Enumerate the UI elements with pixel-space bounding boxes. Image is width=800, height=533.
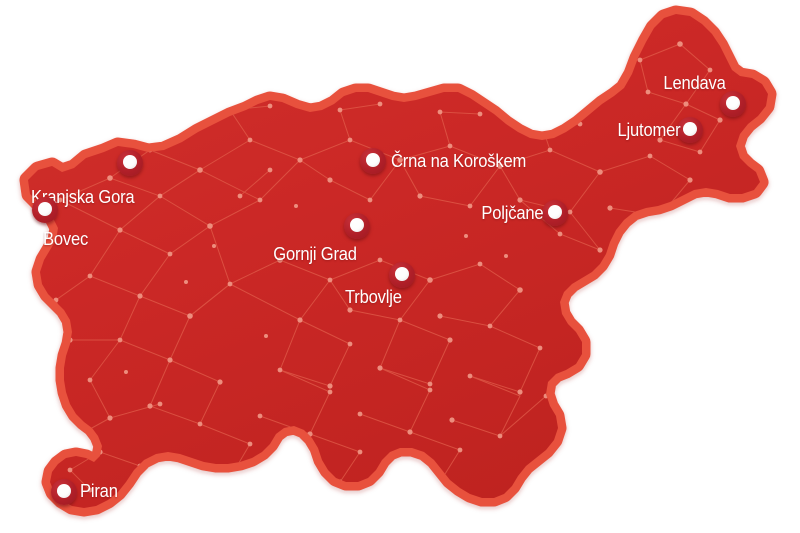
city-marker-gornji-grad[interactable] — [344, 213, 370, 239]
marker-dot-icon — [548, 205, 562, 219]
city-marker-piran[interactable] — [51, 479, 77, 505]
marker-dot-icon — [350, 218, 364, 232]
marker-dot-icon — [726, 96, 740, 110]
city-marker-ljutomer[interactable] — [677, 117, 703, 143]
network-lines — [55, 43, 721, 491]
city-marker-kranjska-gora[interactable] — [117, 150, 143, 176]
marker-dot-icon — [366, 153, 380, 167]
city-marker-bovec[interactable] — [32, 197, 58, 223]
country-outline-group — [19, 5, 777, 517]
marker-dot-icon — [395, 267, 409, 281]
city-marker-lendava[interactable] — [720, 91, 746, 117]
country-land-fill — [28, 14, 768, 508]
city-marker-poljčane[interactable] — [542, 200, 568, 226]
marker-dot-icon — [123, 155, 137, 169]
city-marker-trbovlje[interactable] — [389, 262, 415, 288]
marker-dot-icon — [38, 202, 52, 216]
marker-dot-icon — [57, 484, 71, 498]
city-marker-črna-na-koroškem[interactable] — [360, 148, 386, 174]
marker-dot-icon — [683, 122, 697, 136]
